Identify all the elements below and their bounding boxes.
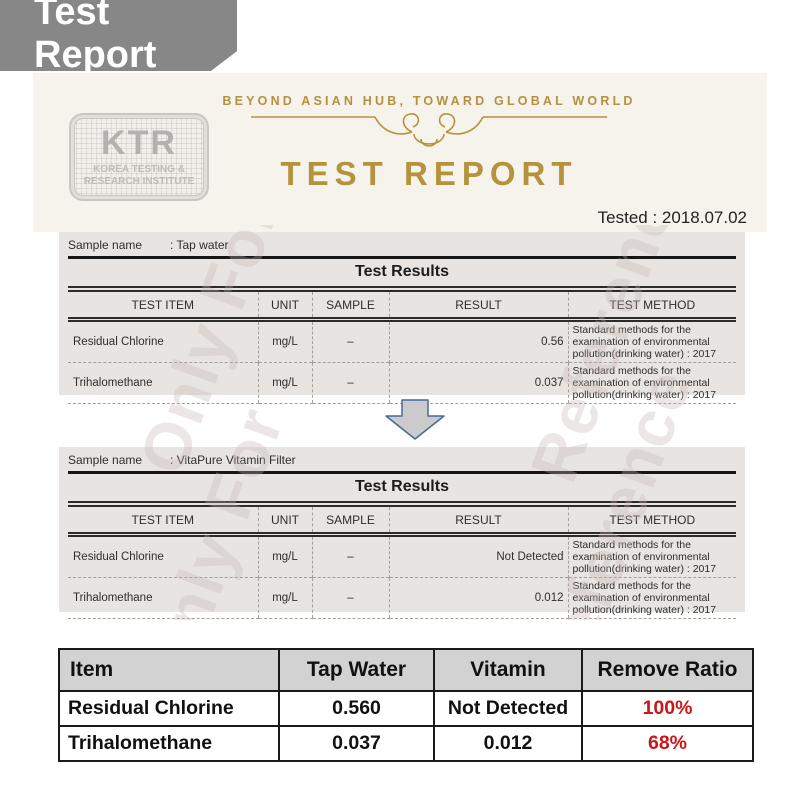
report-table-vitamin-filter: Sample name : VitaPure Vitamin Filter Te… — [59, 447, 745, 620]
page-banner: Test Report — [0, 0, 237, 71]
unit: mg/L — [257, 577, 312, 620]
test-method: Standard methods for the examination of … — [567, 362, 736, 405]
col-result: RESULT — [388, 507, 568, 537]
test-method: Standard methods for the examination of … — [567, 577, 736, 620]
divider — [68, 256, 736, 259]
result: 0.56 — [388, 319, 568, 363]
table-row: Trihalomethane 0.037 0.012 68% — [58, 725, 754, 762]
ktr-logo-org-name: KOREA TESTING & RESEARCH INSTITUTE — [83, 164, 195, 187]
banner-title: Test Report — [34, 0, 157, 76]
col-sample: SAMPLE — [311, 507, 389, 537]
col-tap-water: Tap Water — [278, 648, 435, 692]
test-method: Standard methods for the examination of … — [567, 534, 736, 578]
flourish-ornament-icon — [211, 110, 647, 154]
summary-item: Trihalomethane — [58, 725, 280, 762]
table-row: Trihalomethane mg/L – 0.012 Standard met… — [68, 577, 736, 620]
results-table: TEST ITEM UNIT SAMPLE RESULT TEST METHOD… — [68, 507, 736, 620]
summary-tap-water: 0.037 — [278, 725, 435, 762]
summary-table: Item Tap Water Vitamin Remove Ratio Resi… — [58, 648, 754, 762]
test-results-title: Test Results — [355, 263, 449, 280]
report-title: TEST REPORT — [280, 155, 578, 192]
result: 0.037 — [388, 362, 568, 405]
test-item: Trihalomethane — [68, 362, 258, 405]
divider — [68, 471, 736, 474]
sample-name-value: : Tap water — [170, 238, 229, 252]
unit: mg/L — [257, 319, 312, 363]
letterhead-tagline: BEYOND ASIAN HUB, TOWARD GLOBAL WORLD — [222, 94, 636, 108]
test-method: Standard methods for the examination of … — [567, 319, 736, 363]
divider — [68, 286, 736, 292]
results-header-row: TEST ITEM UNIT SAMPLE RESULT TEST METHOD — [68, 292, 736, 322]
col-test-method: TEST METHOD — [567, 507, 736, 537]
sample-name-row: Sample name : Tap water — [68, 232, 736, 253]
sample: – — [311, 319, 389, 363]
ktr-logo: KTR KOREA TESTING & RESEARCH INSTITUTE — [69, 113, 209, 201]
sample: – — [311, 577, 389, 620]
report-table-tap-water: Sample name : Tap water Test Results TES… — [59, 232, 745, 405]
test-item: Trihalomethane — [68, 577, 258, 620]
divider — [68, 501, 736, 507]
summary-tap-water: 0.560 — [278, 690, 435, 727]
col-vitamin: Vitamin — [433, 648, 583, 692]
test-item: Residual Chlorine — [73, 336, 164, 349]
sample: – — [311, 534, 389, 578]
summary-remove-ratio: 100% — [581, 690, 754, 727]
summary-vitamin: 0.012 — [433, 725, 583, 762]
down-arrow-icon — [384, 399, 446, 441]
tested-date: Tested : 2018.07.02 — [597, 208, 747, 227]
table-row: Residual Chlorine mg/L – Not Detected St… — [68, 534, 736, 578]
summary-item: Residual Chlorine — [58, 690, 280, 727]
col-sample: SAMPLE — [311, 292, 389, 322]
col-result: RESULT — [388, 292, 568, 322]
summary-vitamin: Not Detected — [433, 690, 583, 727]
letterhead: KTR KOREA TESTING & RESEARCH INSTITUTE B… — [33, 73, 767, 232]
sample: – — [311, 362, 389, 405]
summary-remove-ratio: 68% — [581, 725, 754, 762]
summary-header-row: Item Tap Water Vitamin Remove Ratio — [58, 648, 754, 692]
table-row: Residual Chlorine 0.560 Not Detected 100… — [58, 690, 754, 727]
result: Not Detected — [388, 534, 568, 578]
letterhead-center: BEYOND ASIAN HUB, TOWARD GLOBAL WORLD — [211, 73, 647, 232]
sample-name-label: Sample name — [68, 238, 143, 252]
test-item: Residual Chlorine — [73, 551, 164, 564]
unit: mg/L — [257, 534, 312, 578]
table-row: Trihalomethane mg/L – 0.037 Standard met… — [68, 362, 736, 405]
col-unit: UNIT — [257, 292, 312, 322]
col-item: Item — [58, 648, 280, 692]
col-unit: UNIT — [257, 507, 312, 537]
col-test-item: TEST ITEM — [68, 507, 258, 537]
test-results-title: Test Results — [355, 478, 449, 495]
ktr-logo-acronym: KTR — [101, 124, 177, 162]
results-header-row: TEST ITEM UNIT SAMPLE RESULT TEST METHOD — [68, 507, 736, 537]
col-remove-ratio: Remove Ratio — [581, 648, 754, 692]
results-table: TEST ITEM UNIT SAMPLE RESULT TEST METHOD… — [68, 292, 736, 405]
col-test-method: TEST METHOD — [567, 292, 736, 322]
unit: mg/L — [257, 362, 312, 405]
sample-name-row: Sample name : VitaPure Vitamin Filter — [68, 447, 736, 468]
col-test-item: TEST ITEM — [68, 292, 258, 322]
sample-name-value: : VitaPure Vitamin Filter — [170, 453, 296, 467]
table-row: Residual Chlorine mg/L – 0.56 Standard m… — [68, 319, 736, 363]
sample-name-label: Sample name — [68, 453, 143, 467]
result: 0.012 — [388, 577, 568, 620]
